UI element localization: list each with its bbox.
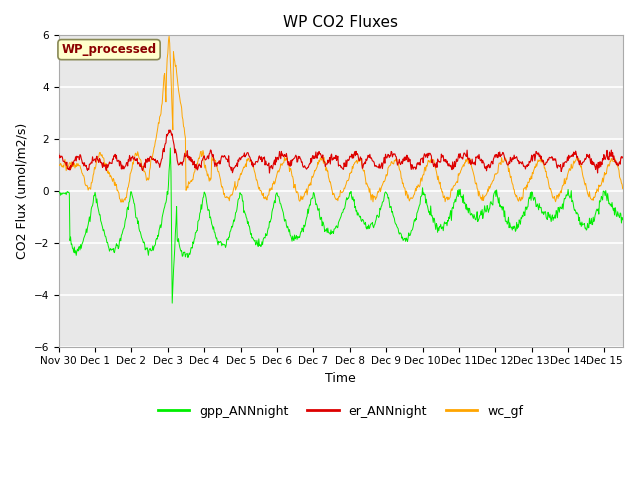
Y-axis label: CO2 Flux (umol/m2/s): CO2 Flux (umol/m2/s) [15, 123, 28, 259]
X-axis label: Time: Time [325, 372, 356, 385]
Text: WP_processed: WP_processed [61, 43, 157, 56]
Legend: gpp_ANNnight, er_ANNnight, wc_gf: gpp_ANNnight, er_ANNnight, wc_gf [153, 400, 528, 423]
Title: WP CO2 Fluxes: WP CO2 Fluxes [283, 15, 398, 30]
